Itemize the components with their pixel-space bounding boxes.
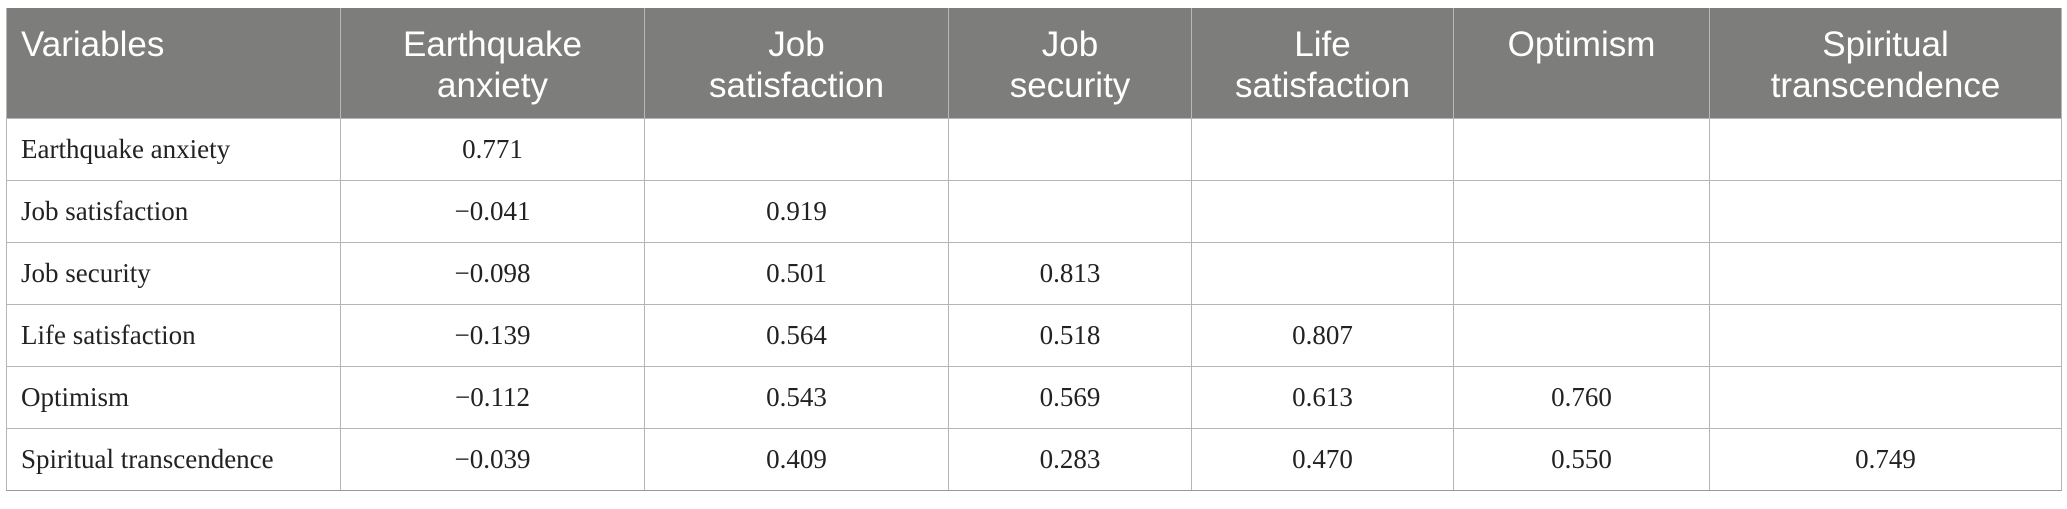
table-cell: 0.409 bbox=[644, 427, 949, 491]
table-cell: 0.564 bbox=[644, 303, 949, 367]
table-cell bbox=[1191, 179, 1454, 243]
table-cell: 0.569 bbox=[948, 365, 1192, 429]
table-cell bbox=[1453, 117, 1710, 181]
header-line: anxiety bbox=[437, 66, 548, 105]
table-cell: −0.112 bbox=[340, 365, 645, 429]
table-row: Spiritual transcendence −0.039 0.409 0.2… bbox=[6, 427, 2062, 491]
table-row: Earthquake anxiety 0.771 bbox=[6, 117, 2062, 181]
table-cell: 0.813 bbox=[948, 241, 1192, 305]
table-cell: 0.543 bbox=[644, 365, 949, 429]
row-label: Earthquake anxiety bbox=[6, 117, 341, 181]
table-cell bbox=[1453, 179, 1710, 243]
table-cell: 0.470 bbox=[1191, 427, 1454, 491]
table-cell: −0.041 bbox=[340, 179, 645, 243]
correlation-table: Variables Earthquake anxiety Job satisfa… bbox=[6, 8, 2062, 491]
header-line: satisfaction bbox=[1234, 66, 1411, 105]
header-line: Spiritual bbox=[1822, 25, 1949, 64]
header-line: Optimism bbox=[1507, 25, 1656, 64]
header-optimism: Optimism bbox=[1453, 8, 1710, 118]
header-line: Life bbox=[1294, 25, 1351, 64]
table-cell bbox=[1709, 241, 2062, 305]
table-row: Job satisfaction −0.041 0.919 bbox=[6, 179, 2062, 243]
table-cell: 0.518 bbox=[948, 303, 1192, 367]
header-variables: Variables bbox=[6, 8, 341, 118]
table-cell bbox=[948, 117, 1192, 181]
table-cell: −0.139 bbox=[340, 303, 645, 367]
table-cell: 0.550 bbox=[1453, 427, 1710, 491]
table-cell bbox=[948, 179, 1192, 243]
header-row: Variables Earthquake anxiety Job satisfa… bbox=[6, 8, 2062, 118]
header-earthquake-anxiety: Earthquake anxiety bbox=[340, 8, 645, 118]
header-line: Job bbox=[768, 25, 825, 64]
table-cell: 0.919 bbox=[644, 179, 949, 243]
header-line: satisfaction bbox=[708, 66, 885, 105]
header-spiritual-transcendence: Spiritual transcendence bbox=[1709, 8, 2062, 118]
header-line: Earthquake bbox=[402, 25, 583, 64]
table-cell: −0.098 bbox=[340, 241, 645, 305]
table-cell bbox=[1709, 303, 2062, 367]
table-cell: 0.760 bbox=[1453, 365, 1710, 429]
header-job-security: Job security bbox=[948, 8, 1192, 118]
table-cell bbox=[1191, 241, 1454, 305]
header-line: Job bbox=[1041, 25, 1099, 64]
row-label: Job security bbox=[6, 241, 341, 305]
table-row: Optimism −0.112 0.543 0.569 0.613 0.760 bbox=[6, 365, 2062, 429]
table-cell: 0.807 bbox=[1191, 303, 1454, 367]
table-cell bbox=[644, 117, 949, 181]
table-header: Variables Earthquake anxiety Job satisfa… bbox=[6, 8, 2062, 118]
table-cell: 0.613 bbox=[1191, 365, 1454, 429]
table-cell bbox=[1453, 241, 1710, 305]
row-label: Life satisfaction bbox=[6, 303, 341, 367]
table-cell bbox=[1709, 179, 2062, 243]
header-line: transcendence bbox=[1770, 66, 2001, 105]
table-cell: 0.501 bbox=[644, 241, 949, 305]
table-cell bbox=[1453, 303, 1710, 367]
row-label: Spiritual transcendence bbox=[6, 427, 341, 491]
table-cell bbox=[1709, 117, 2062, 181]
header-job-satisfaction: Job satisfaction bbox=[644, 8, 949, 118]
header-life-satisfaction: Life satisfaction bbox=[1191, 8, 1454, 118]
table-cell bbox=[1191, 117, 1454, 181]
header-variables-text: Variables bbox=[21, 25, 165, 64]
table-cell: 0.283 bbox=[948, 427, 1192, 491]
row-label: Optimism bbox=[6, 365, 341, 429]
table-cell: 0.771 bbox=[340, 117, 645, 181]
table-body: Earthquake anxiety 0.771 Job satisfactio… bbox=[6, 117, 2062, 491]
table-cell: −0.039 bbox=[340, 427, 645, 491]
table-row: Life satisfaction −0.139 0.564 0.518 0.8… bbox=[6, 303, 2062, 367]
correlation-table-container: Variables Earthquake anxiety Job satisfa… bbox=[6, 8, 2062, 491]
table-cell bbox=[1709, 365, 2062, 429]
row-label: Job satisfaction bbox=[6, 179, 341, 243]
header-line: security bbox=[1009, 66, 1131, 105]
table-row: Job security −0.098 0.501 0.813 bbox=[6, 241, 2062, 305]
table-cell: 0.749 bbox=[1709, 427, 2062, 491]
